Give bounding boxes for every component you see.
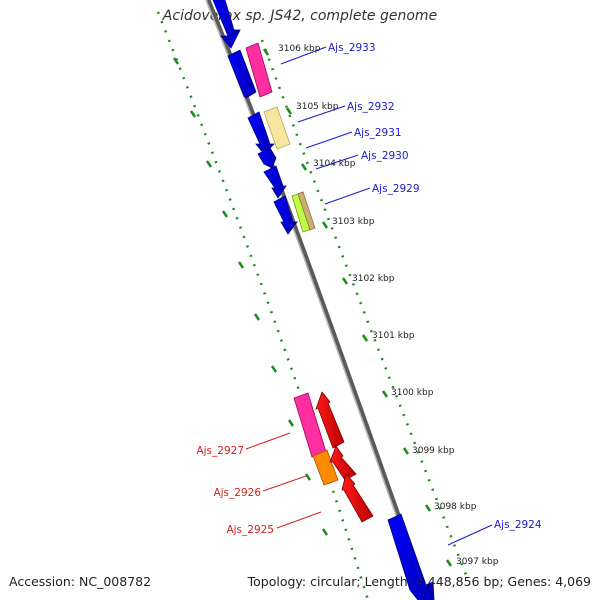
tick-mark [300,163,308,171]
tick-label: 3106 kbp [278,44,321,54]
gene-arrow [227,49,257,99]
tick-mark [321,221,329,229]
tick-label: 3097 kbp [456,557,499,567]
tick-mark [424,504,432,512]
tick-mark [402,447,410,455]
gene-arrow [273,195,298,235]
scale-ring-outer [156,11,370,600]
tick-label: 3103 kbp [332,217,375,227]
tick-marks [262,48,453,567]
tick-label: 3100 kbp [391,388,434,398]
gene-arrow [263,165,287,199]
gene-arrow [257,147,277,169]
genome-summary-text: Topology: circular; Length: 4,448,856 bp… [247,574,591,589]
gene-arrow [212,0,241,49]
tick-mark [445,559,453,567]
gene-label-ajs-2924[interactable]: Ajs_2924 [494,519,542,531]
tick-label: 3098 kbp [434,502,477,512]
reverse-strand-genes [315,391,374,523]
label-leaders [245,46,493,546]
gene-label-ajs-2933[interactable]: Ajs_2933 [328,42,376,54]
tick-mark [381,390,389,398]
gene-blocks [245,42,339,486]
tick-label: 3099 kbp [412,446,455,456]
gene-arrow [315,391,345,449]
gene-block [312,449,339,486]
gene-arrow [387,513,435,600]
genome-backbone-highlight [205,0,427,600]
forward-strand-genes [212,0,435,600]
scale-ring-inner [260,39,470,581]
gene-label-ajs-2930[interactable]: Ajs_2930 [361,150,409,162]
gene-arrow [341,473,374,523]
gene-label-ajs-2932[interactable]: Ajs_2932 [347,101,395,113]
gene-block [263,106,291,150]
outer-tick-marks [172,57,329,536]
gene-block [245,42,273,98]
gene-block [297,191,316,231]
tick-label: 3102 kbp [352,274,395,284]
gene-label-ajs-2927[interactable]: Ajs_2927 [196,445,244,457]
accession-text: Accession: NC_008782 [9,574,152,589]
tick-mark [285,107,293,115]
tick-mark [361,334,369,342]
gene-label-ajs-2926[interactable]: Ajs_2926 [213,487,261,499]
tick-mark [341,277,349,285]
tick-label: 3104 kbp [313,159,356,169]
tick-mark [262,48,270,56]
tick-label: 3105 kbp [296,102,339,112]
tick-label: 3101 kbp [372,331,415,341]
gene-arrow [329,445,357,481]
gene-label-ajs-2931[interactable]: Ajs_2931 [354,127,402,139]
gene-label-ajs-2929[interactable]: Ajs_2929 [372,183,420,195]
gene-label-ajs-2925[interactable]: Ajs_2925 [226,524,274,536]
